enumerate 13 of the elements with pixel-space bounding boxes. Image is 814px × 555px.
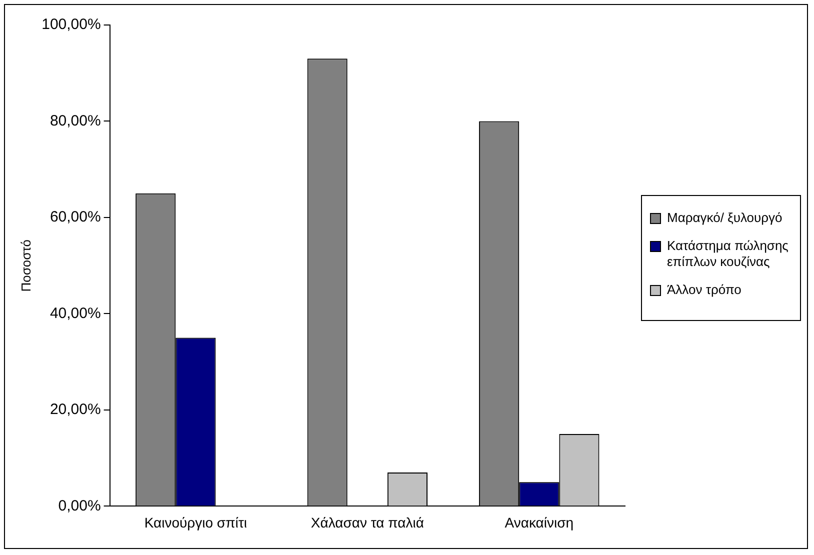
- y-tick-label: 20,00%: [50, 401, 101, 418]
- legend-label: Μαραγκό/ ξυλουργό: [667, 210, 782, 226]
- x-tick-label: Χάλασαν τα παλιά: [310, 514, 424, 530]
- y-tick-label: 100,00%: [42, 16, 101, 34]
- legend-label: Κατάστημα πώλησης επίπλων κουζίνας: [667, 238, 790, 270]
- y-tick-label: 0,00%: [58, 497, 101, 514]
- y-axis-title: Ποσοστό: [18, 239, 34, 292]
- x-tick-label: Ανακαίνιση: [504, 514, 574, 530]
- y-tick-label: 80,00%: [50, 112, 101, 130]
- x-tick-label: Καινούργιο σπίτι: [144, 514, 247, 530]
- y-tick-label: 40,00%: [50, 304, 101, 322]
- y-tick-label: 60,00%: [50, 208, 101, 226]
- legend-label: Άλλον τρόπο: [667, 282, 742, 298]
